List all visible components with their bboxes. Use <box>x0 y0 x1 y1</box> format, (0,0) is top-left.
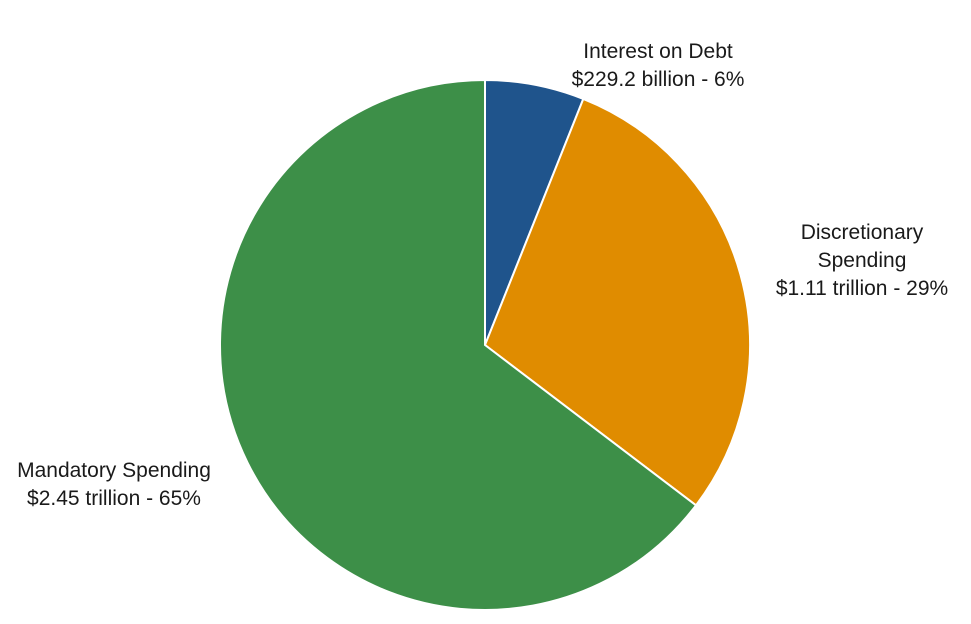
slice-label-mandatory-spending: Mandatory Spending $2.45 trillion - 65% <box>17 459 211 510</box>
slice-label-interest-on-debt: Interest on Debt $229.2 billion - 6% <box>572 40 745 91</box>
pie-slices <box>219 78 751 611</box>
slice-label-line: Discretionary <box>801 221 924 244</box>
slice-label-line: Spending <box>818 249 907 272</box>
slice-label-line: Interest on Debt <box>583 40 733 63</box>
slice-label-line: $2.45 trillion - 65% <box>27 487 201 510</box>
pie-slice-discretionary-spending <box>483 97 751 507</box>
pie-labels: Interest on Debt $229.2 billion - 6% Discr… <box>17 40 948 510</box>
slice-label-discretionary-spending: Discretionary Spending $1.11 trillion - 29… <box>776 221 948 300</box>
slice-label-line: $1.11 trillion - 29% <box>776 277 948 300</box>
slice-label-line: $229.2 billion - 6% <box>572 68 745 91</box>
pie-slice-mandatory-spending <box>219 78 698 611</box>
slice-label-line: Mandatory Spending <box>17 459 211 482</box>
